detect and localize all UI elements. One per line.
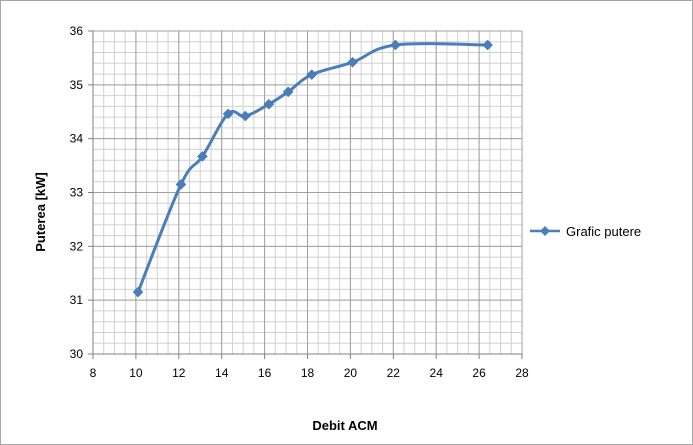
data-point: [132, 286, 144, 298]
x-tick-label: 10: [129, 366, 143, 380]
data-point: [239, 110, 251, 122]
x-tick-label: 8: [90, 366, 97, 380]
x-tick-label: 12: [172, 366, 186, 380]
x-tick-label: 20: [344, 366, 358, 380]
y-tick-label: 36: [70, 24, 84, 38]
data-point: [222, 108, 234, 120]
data-point: [482, 39, 494, 51]
x-tick-label: 26: [472, 366, 486, 380]
y-tick-label: 34: [70, 132, 84, 146]
x-tick-label: 14: [215, 366, 229, 380]
x-tick-label: 16: [258, 366, 272, 380]
data-point: [306, 69, 318, 80]
tick-labels: 8 10 12 14 16 18 20 22 24 26 28 30 31 32 33 34 35 36: [70, 24, 529, 380]
x-tick-label: 18: [301, 366, 315, 380]
data-point: [282, 86, 294, 98]
y-axis-title: Puterea [kW]: [33, 172, 48, 251]
data-point: [263, 98, 275, 110]
data-point: [347, 56, 358, 68]
data-point: [175, 179, 187, 190]
x-axis-title: Debit ACM: [312, 418, 377, 433]
data-point: [197, 151, 208, 162]
gridlines: [92, 30, 523, 355]
series-layer: [132, 39, 494, 298]
y-tick-label: 35: [70, 78, 84, 92]
x-tick-label: 28: [515, 366, 529, 380]
axes: [88, 30, 523, 359]
y-tick-label: 33: [70, 186, 84, 200]
x-tick-label: 22: [387, 366, 401, 380]
legend: Grafic putere: [530, 224, 641, 239]
legend-label: Grafic putere: [566, 224, 641, 239]
x-tick-label: 24: [430, 366, 444, 380]
y-tick-label: 30: [70, 347, 84, 361]
y-tick-label: 32: [70, 239, 84, 253]
legend-marker: [540, 226, 550, 236]
y-tick-label: 31: [70, 293, 84, 307]
data-point: [390, 39, 401, 51]
